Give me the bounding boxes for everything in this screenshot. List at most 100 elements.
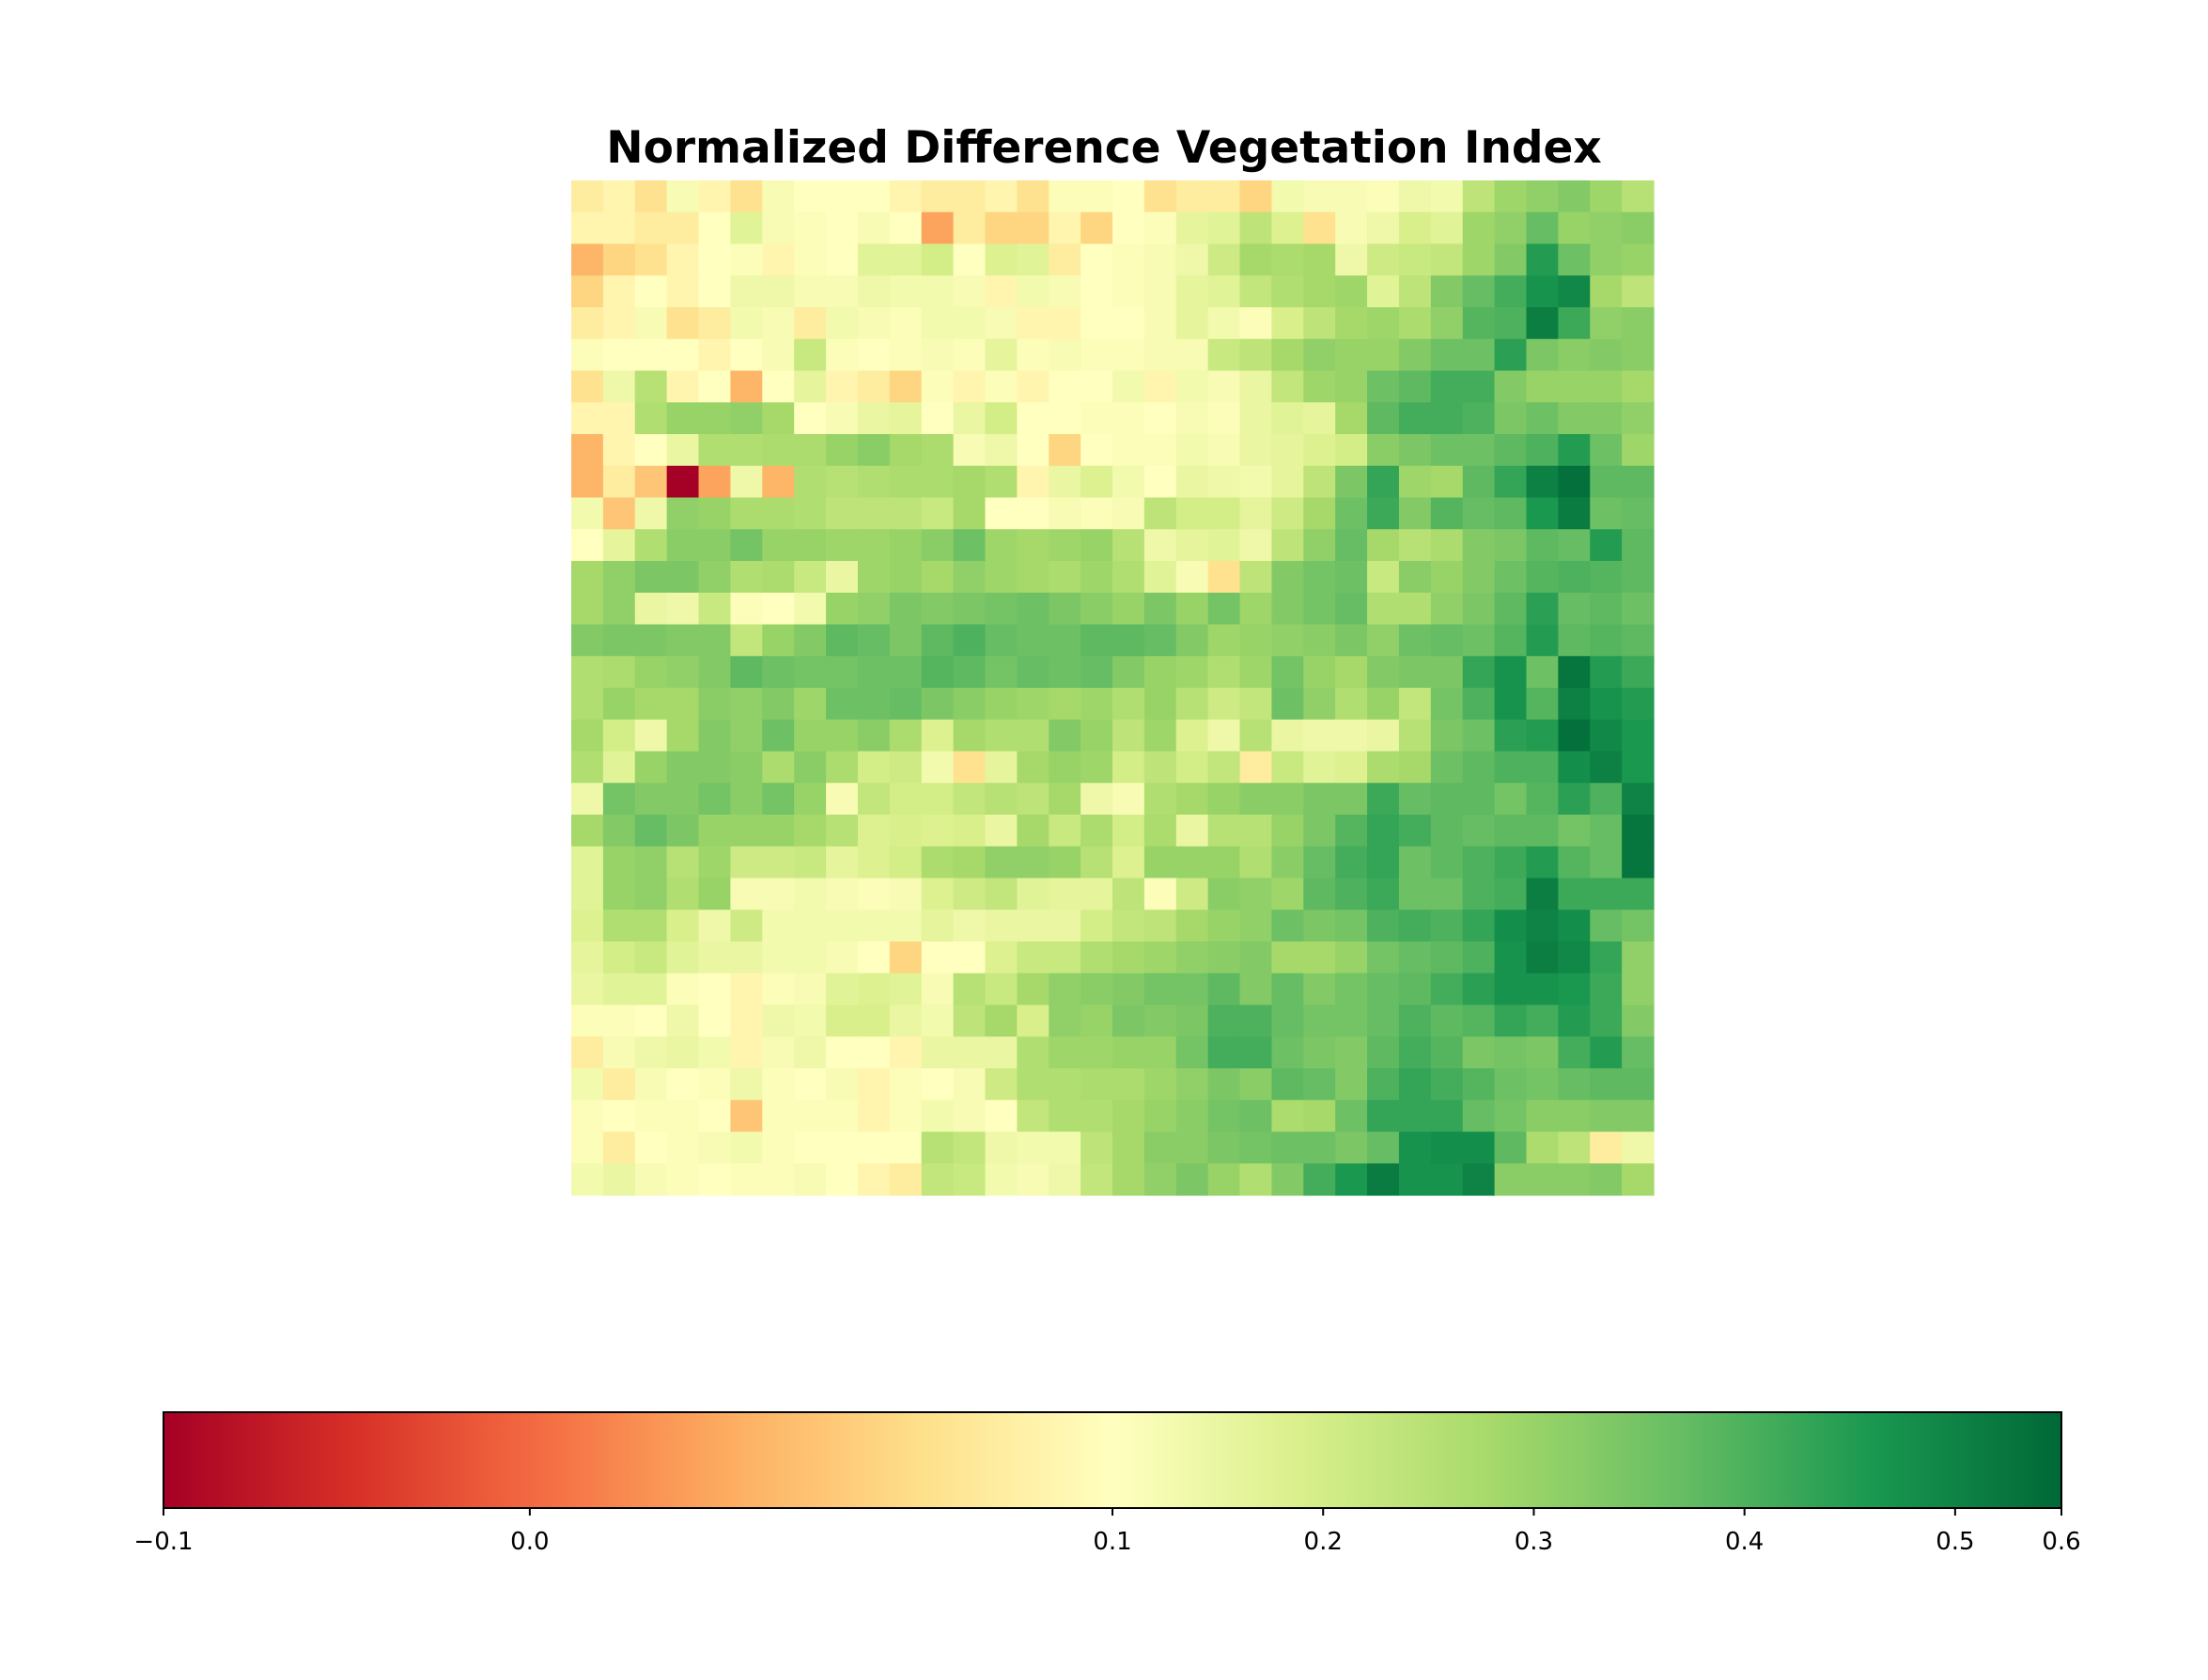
heatmap-cell [826,1131,859,1164]
heatmap-cell [762,1004,795,1037]
heatmap-cell [666,688,700,721]
colorbar-gradient [163,1411,2062,1509]
heatmap-cell [1558,402,1591,435]
heatmap-cell [1175,941,1209,974]
heatmap-cell [571,624,604,657]
heatmap-cell [1622,561,1655,594]
heatmap-cell [634,1163,668,1196]
heatmap-cell [1462,370,1496,403]
heatmap-cell [889,307,923,340]
heatmap-cell [1558,783,1591,816]
heatmap-cell [762,338,795,372]
heatmap-cell [826,878,859,910]
heatmap-cell [794,1131,827,1164]
heatmap-cell [1017,878,1050,910]
heatmap-cell [1398,307,1432,340]
heatmap-cell [1049,910,1081,942]
heatmap-cell [1049,307,1081,340]
heatmap-cell [1526,275,1559,308]
heatmap-cell [1430,1131,1464,1164]
heatmap-cell [1271,751,1304,784]
heatmap-cell [985,1036,1018,1069]
heatmap-cell [1303,592,1336,626]
heatmap-cell [1112,941,1145,974]
heatmap-cell [1494,561,1528,594]
heatmap-cell [1239,243,1273,276]
heatmap-cell [1175,307,1209,340]
heatmap-cell [1143,434,1177,467]
heatmap-cell [1207,434,1241,467]
heatmap-cell [857,941,891,974]
heatmap-cell [794,211,827,245]
heatmap-cell [1143,1099,1177,1133]
heatmap-cell [730,1068,763,1101]
heatmap-cell [1112,370,1145,403]
heatmap-cell [1017,719,1050,753]
heatmap-cell [730,1004,763,1037]
heatmap-cell [1335,561,1368,594]
heatmap-cell [1017,243,1050,276]
heatmap-cell [921,1004,955,1037]
heatmap-cell [1303,656,1336,689]
heatmap-cell [985,910,1018,942]
heatmap-cell [698,338,732,372]
heatmap-cell [857,878,891,910]
heatmap-cell [953,1163,987,1196]
heatmap-cell [1049,211,1081,245]
heatmap-cell [1081,751,1113,784]
heatmap-cell [602,910,636,942]
heatmap-cell [1590,465,1623,499]
heatmap-cell [1112,751,1145,784]
heatmap-cell [1335,402,1368,435]
heatmap-cell [571,243,604,276]
heatmap-cell [1430,688,1464,721]
heatmap-cell [1017,465,1050,499]
heatmap-cell [1558,719,1591,753]
heatmap-cell [634,561,668,594]
heatmap-cell [602,972,636,1006]
heatmap-cell [1112,1068,1145,1101]
heatmap-cell [1049,1068,1081,1101]
heatmap-cell [1526,624,1559,657]
heatmap-cell [1081,592,1113,626]
heatmap-cell [1175,529,1209,562]
heatmap-cell [1143,497,1177,530]
heatmap-cell [1462,910,1496,942]
heatmap-cell [762,941,795,974]
heatmap-cell [1017,972,1050,1006]
heatmap-cell [1143,751,1177,784]
heatmap-cell [921,1036,955,1069]
heatmap-cell [1143,561,1177,594]
heatmap-cell [857,688,891,721]
heatmap-cell [1017,211,1050,245]
heatmap-cell [602,434,636,467]
heatmap-cell [826,941,859,974]
heatmap-cell [698,1099,732,1133]
heatmap-cell [1526,561,1559,594]
heatmap-cell [1175,370,1209,403]
heatmap-cell [1367,846,1400,879]
heatmap-cell [1303,370,1336,403]
heatmap-cell [730,370,763,403]
heatmap-cell [602,370,636,403]
heatmap-cell [857,370,891,403]
heatmap-cell [1430,338,1464,372]
heatmap-cell [1175,656,1209,689]
heatmap-cell [1398,656,1432,689]
heatmap-cell [666,180,700,213]
heatmap-cell [826,211,859,245]
heatmap-cell [1239,815,1273,848]
colorbar-tick-label: 0.0 [510,1528,549,1556]
heatmap-cell [698,846,732,879]
heatmap-cell [1398,1068,1432,1101]
heatmap-cell [1303,972,1336,1006]
heatmap-cell [953,465,987,499]
heatmap-cell [730,719,763,753]
heatmap-cell [921,370,955,403]
heatmap-cell [857,1068,891,1101]
heatmap-cell [698,307,732,340]
heatmap-cell [1526,783,1559,816]
heatmap-cell [698,1163,732,1196]
heatmap-cell [602,1131,636,1164]
heatmap-cell [921,497,955,530]
